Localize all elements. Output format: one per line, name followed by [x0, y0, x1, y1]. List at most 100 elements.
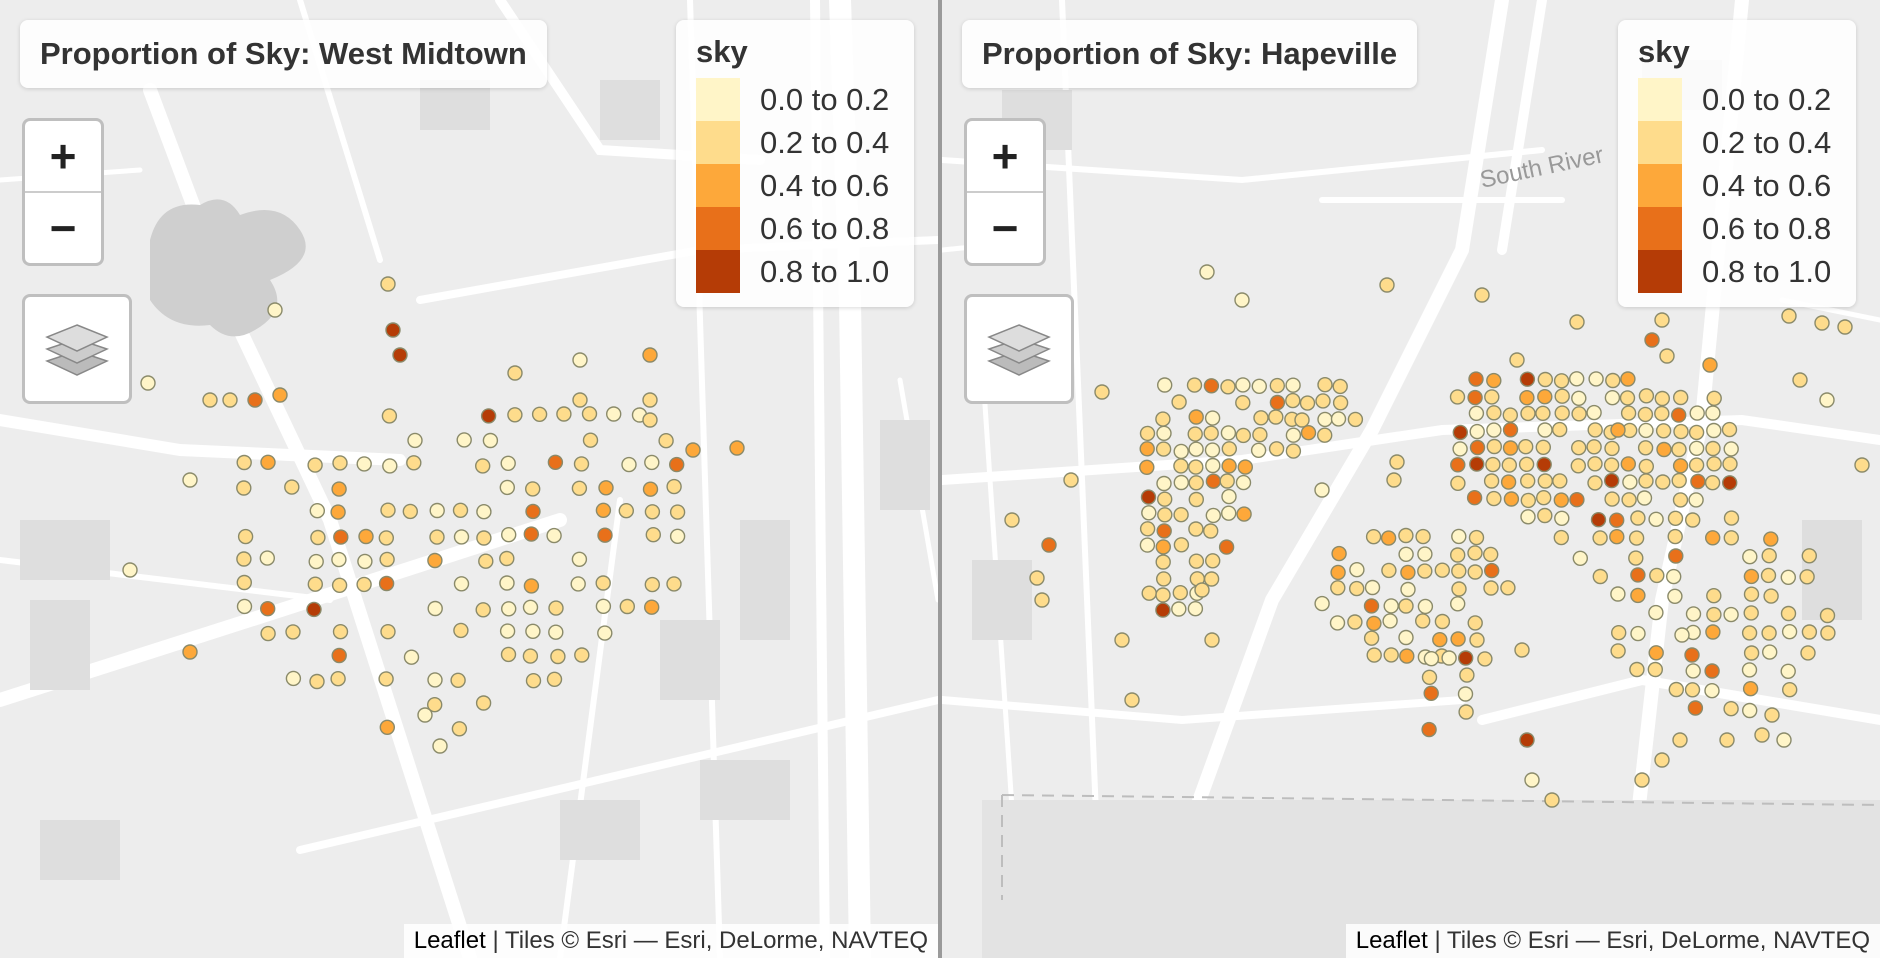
observation-point[interactable] [306, 601, 322, 618]
observation-point[interactable] [1801, 548, 1817, 564]
observation-point[interactable] [1365, 529, 1382, 545]
observation-point[interactable] [595, 502, 612, 518]
observation-point[interactable] [307, 457, 323, 473]
observation-point[interactable] [122, 562, 138, 578]
observation-point[interactable] [1421, 669, 1438, 685]
leaflet-link[interactable]: Leaflet [413, 927, 486, 954]
observation-point[interactable] [1187, 426, 1203, 442]
observation-point[interactable] [1763, 531, 1779, 547]
observation-point[interactable] [427, 552, 443, 569]
observation-point[interactable] [1743, 568, 1760, 585]
observation-point[interactable] [1450, 547, 1466, 563]
observation-point[interactable] [548, 624, 564, 640]
observation-point[interactable] [451, 721, 468, 737]
observation-point[interactable] [1706, 390, 1722, 406]
observation-point[interactable] [644, 454, 660, 471]
observation-point[interactable] [1743, 645, 1760, 661]
observation-point[interactable] [1672, 458, 1689, 474]
observation-point[interactable] [1654, 312, 1670, 328]
observation-point[interactable] [1156, 523, 1172, 539]
observation-point[interactable] [1417, 598, 1434, 615]
observation-point[interactable] [1400, 564, 1416, 581]
observation-point[interactable] [236, 574, 253, 591]
observation-point[interactable] [1500, 474, 1517, 490]
observation-point[interactable] [1331, 545, 1347, 562]
observation-point[interactable] [1317, 411, 1333, 428]
observation-point[interactable] [333, 529, 349, 545]
observation-point[interactable] [1586, 439, 1602, 455]
observation-point[interactable] [402, 503, 418, 520]
observation-point[interactable] [1743, 586, 1760, 602]
observation-point[interactable] [1315, 393, 1331, 409]
observation-point[interactable] [1630, 510, 1646, 526]
observation-point[interactable] [1285, 392, 1301, 409]
observation-point[interactable] [1509, 352, 1525, 368]
observation-point[interactable] [1689, 405, 1705, 421]
observation-point[interactable] [1205, 457, 1221, 474]
observation-point[interactable] [1776, 732, 1792, 748]
observation-point[interactable] [1609, 512, 1625, 528]
observation-point[interactable] [501, 527, 517, 543]
observation-point[interactable] [546, 671, 563, 687]
observation-point[interactable] [284, 479, 300, 495]
observation-point[interactable] [237, 528, 254, 545]
observation-point[interactable] [378, 671, 394, 687]
observation-point[interactable] [1780, 605, 1797, 622]
observation-point[interactable] [1687, 700, 1704, 716]
observation-point[interactable] [1366, 647, 1382, 663]
zoom-in-button[interactable]: + [991, 130, 1019, 182]
observation-point[interactable] [1502, 422, 1519, 438]
observation-point[interactable] [309, 673, 325, 690]
observation-point[interactable] [450, 672, 466, 688]
observation-point[interactable] [1235, 377, 1251, 393]
observation-point[interactable] [1705, 624, 1721, 640]
observation-point[interactable] [1029, 570, 1045, 586]
observation-point[interactable] [1458, 704, 1474, 720]
observation-point[interactable] [1221, 488, 1237, 505]
observation-point[interactable] [1034, 592, 1050, 608]
observation-point[interactable] [1399, 648, 1415, 664]
observation-point[interactable] [1569, 492, 1585, 508]
observation-point[interactable] [499, 623, 516, 639]
observation-point[interactable] [1155, 602, 1171, 618]
observation-point[interactable] [1188, 459, 1204, 475]
observation-point[interactable] [1483, 546, 1499, 563]
observation-point[interactable] [642, 412, 658, 428]
observation-point[interactable] [1520, 473, 1536, 489]
observation-point[interactable] [1659, 348, 1675, 364]
observation-point[interactable] [1415, 613, 1431, 629]
observation-point[interactable] [573, 456, 590, 472]
observation-point[interactable] [1501, 457, 1517, 473]
observation-point[interactable] [1329, 615, 1346, 631]
observation-point[interactable] [1622, 474, 1638, 490]
observation-point[interactable] [1553, 492, 1569, 508]
observation-point[interactable] [1139, 441, 1155, 457]
observation-point[interactable] [247, 392, 263, 408]
observation-point[interactable] [331, 647, 347, 664]
observation-point[interactable] [1173, 474, 1190, 491]
observation-point[interactable] [1483, 473, 1500, 489]
observation-point[interactable] [1314, 482, 1330, 498]
observation-point[interactable] [644, 504, 661, 520]
observation-point[interactable] [522, 648, 539, 664]
observation-point[interactable] [1458, 650, 1474, 666]
observation-point[interactable] [1155, 571, 1172, 587]
observation-point[interactable] [1236, 506, 1252, 522]
observation-point[interactable] [1452, 424, 1468, 441]
observation-point[interactable] [1467, 564, 1483, 580]
observation-point[interactable] [1330, 580, 1346, 596]
observation-point[interactable] [1649, 567, 1665, 584]
observation-point[interactable] [1800, 645, 1816, 661]
observation-point[interactable] [1705, 530, 1721, 546]
observation-point[interactable] [572, 392, 588, 408]
observation-point[interactable] [523, 526, 539, 542]
observation-point[interactable] [453, 622, 469, 639]
observation-point[interactable] [1592, 568, 1608, 585]
observation-point[interactable] [1486, 422, 1502, 438]
observation-point[interactable] [1630, 625, 1646, 642]
observation-point[interactable] [1503, 491, 1520, 507]
observation-point[interactable] [1139, 425, 1156, 442]
zoom-in-button[interactable]: + [49, 130, 77, 182]
observation-point[interactable] [1452, 441, 1468, 457]
observation-point[interactable] [1172, 585, 1189, 601]
